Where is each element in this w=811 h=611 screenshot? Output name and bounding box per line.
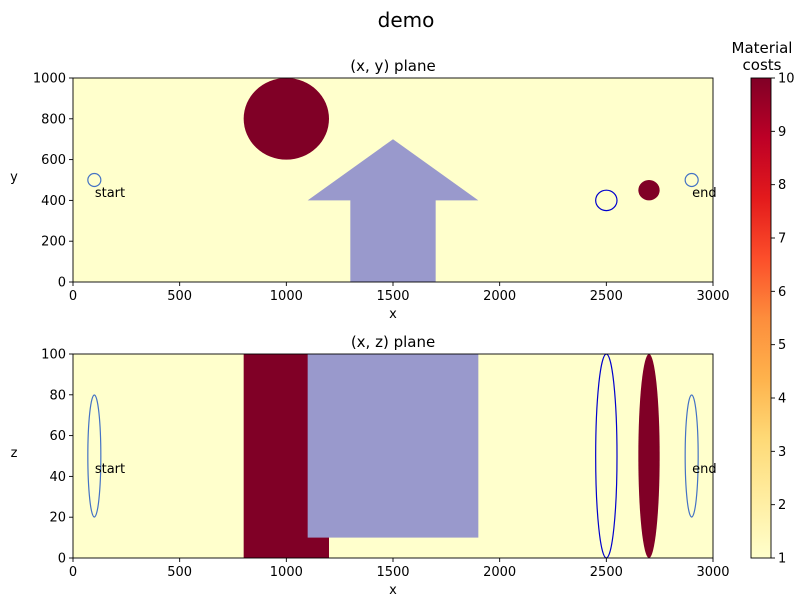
xz-panel-title: (x, z) plane <box>351 333 435 351</box>
xy-xtick-label: 1000 <box>270 289 303 304</box>
xz-high-cost-sphere <box>638 354 660 558</box>
xy-ytick-label: 200 <box>41 235 66 250</box>
xy-ytick-label: 0 <box>58 276 66 291</box>
xz-y-axis-label: z <box>11 446 18 461</box>
xy-y-axis-label: y <box>10 170 18 185</box>
xy-ytick-label: 800 <box>41 112 66 127</box>
colorbar-tick-label: 5 <box>778 338 786 353</box>
xy-ytick-label: 1000 <box>33 72 66 87</box>
xy-waypoint-end <box>684 172 699 188</box>
xy-xtick-label: 1500 <box>376 289 409 304</box>
xz-waypoint-label-end: end <box>692 462 717 477</box>
xy-plane-panel: start end 0 500 1000 1500 2000 2500 3000 0 200 400 6… <box>10 57 729 322</box>
xz-plane-panel: start end 0 500 1000 1500 2000 2500 3000 0 20 40 60 8… <box>11 333 730 598</box>
colorbar-tick-label: 9 <box>778 125 786 140</box>
xz-ytick-label: 100 <box>41 348 66 363</box>
colorbar-tick-label: 8 <box>778 178 786 193</box>
xy-x-axis-label: x <box>389 307 397 322</box>
xz-ytick-label: 20 <box>49 511 66 526</box>
xz-zero-cost-sphere <box>595 354 618 558</box>
xy-xtick-label: 3000 <box>696 289 729 304</box>
xz-arrow-building <box>307 354 479 538</box>
xz-waypoint-end <box>684 394 699 518</box>
colorbar-tick-label: 4 <box>778 392 786 407</box>
colorbar-tick-label: 3 <box>778 445 786 460</box>
xy-ytick-label: 400 <box>41 194 66 209</box>
xy-obstacles <box>243 78 660 282</box>
xy-xtick-label: 2500 <box>590 289 623 304</box>
xy-zero-cost-sphere <box>595 189 618 212</box>
xy-waypoint-start <box>87 172 102 188</box>
xz-xtick-label: 1500 <box>376 565 409 580</box>
xz-xtick-label: 500 <box>167 565 192 580</box>
xy-xtick-label: 0 <box>69 289 77 304</box>
xz-xtick-label: 3000 <box>696 565 729 580</box>
colorbar-gradient <box>750 77 772 559</box>
xz-x-axis-label: x <box>389 583 397 598</box>
figure-title: demo <box>378 8 435 32</box>
colorbar-tick-label: 2 <box>778 498 786 513</box>
xz-obstacles <box>243 354 660 558</box>
colorbar-title-line2: costs <box>743 56 782 74</box>
xy-xtick-label: 2000 <box>483 289 516 304</box>
xy-xtick-label: 500 <box>167 289 192 304</box>
xy-ytick-label: 600 <box>41 153 66 168</box>
xz-waypoint-label-start: start <box>95 462 125 477</box>
xz-ytick-label: 0 <box>58 552 66 567</box>
xz-waypoint-start <box>87 394 102 518</box>
xy-arrow-building <box>307 139 479 282</box>
colorbar-tick-label: 7 <box>778 232 786 247</box>
xz-xtick-label: 0 <box>69 565 77 580</box>
xz-xtick-label: 2500 <box>590 565 623 580</box>
colorbar-tick-label: 1 <box>778 552 786 567</box>
xz-xtick-label: 1000 <box>270 565 303 580</box>
colorbar-tick-label: 10 <box>778 72 795 87</box>
material-costs-colorbar: Material costs 1 2 3 4 5 6 7 8 9 10 <box>732 39 795 567</box>
xz-ytick-label: 40 <box>49 470 66 485</box>
xy-high-cost-sphere <box>638 180 660 201</box>
colorbar-title-line1: Material <box>732 39 793 57</box>
xy-waypoint-label-end: end <box>692 186 717 201</box>
colorbar-tick-label: 6 <box>778 285 786 300</box>
xz-xtick-label: 2000 <box>483 565 516 580</box>
xz-ytick-label: 60 <box>49 429 66 444</box>
xz-ytick-label: 80 <box>49 388 66 403</box>
xy-high-cost-cylinder <box>243 78 329 160</box>
xy-waypoint-label-start: start <box>95 186 125 201</box>
xy-panel-title: (x, y) plane <box>350 57 435 75</box>
